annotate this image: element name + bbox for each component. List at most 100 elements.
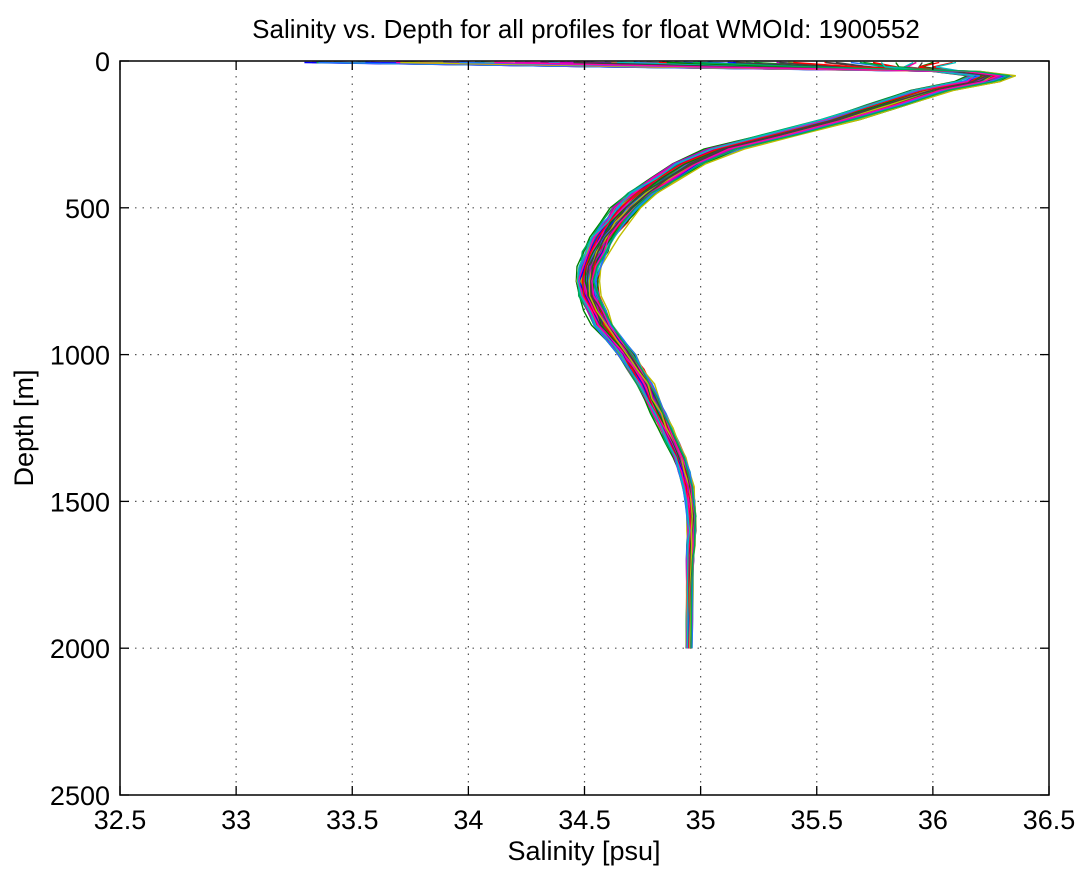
profile-line <box>404 61 997 649</box>
y-tick-label: 0 <box>95 47 110 77</box>
profile-line <box>587 61 1006 649</box>
profile-line <box>548 61 982 649</box>
x-tick-label: 35.5 <box>790 805 843 835</box>
profile-line <box>326 61 988 649</box>
profile-line <box>585 61 993 649</box>
chart-title: Salinity vs. Depth for all profiles for … <box>252 14 920 44</box>
profile-line <box>592 61 997 649</box>
profile-line <box>580 61 988 649</box>
profile-line <box>590 61 998 649</box>
x-axis-title: Salinity [psu] <box>507 836 660 866</box>
profile-line <box>304 61 991 649</box>
profile-line <box>318 61 981 649</box>
profile-line <box>588 61 998 649</box>
profile-line <box>593 61 1010 649</box>
profile-line <box>588 61 1003 649</box>
profile-line <box>589 61 999 649</box>
profile-line <box>587 61 990 649</box>
y-tick-label: 2000 <box>50 634 110 664</box>
profile-line <box>595 61 1004 649</box>
y-tick-label: 500 <box>65 194 110 224</box>
profile-line <box>371 61 979 649</box>
profile-line <box>585 61 997 649</box>
profile-line <box>584 62 996 649</box>
profile-line <box>589 61 996 649</box>
profile-line <box>586 61 995 649</box>
x-tick-label: 36 <box>918 805 948 835</box>
profile-line <box>588 61 989 649</box>
profile-line <box>329 61 989 649</box>
profile-line <box>584 61 996 649</box>
profile-line <box>540 61 998 649</box>
profile-line <box>584 62 984 649</box>
y-tick-label: 2500 <box>50 781 110 811</box>
profile-line <box>350 61 1015 649</box>
profile-line <box>494 61 1001 649</box>
profile-line <box>583 61 988 649</box>
profile-line <box>593 61 1006 649</box>
profile-line <box>361 61 1000 649</box>
profile-line <box>549 61 991 649</box>
x-tick-label: 34.5 <box>558 805 611 835</box>
profile-line <box>312 61 990 649</box>
y-tick-label: 1500 <box>50 487 110 517</box>
profile-line <box>576 62 975 649</box>
profile-line <box>591 61 993 649</box>
profile-line <box>582 61 979 649</box>
profile-line <box>515 61 1004 649</box>
x-tick-label: 32.5 <box>94 805 147 835</box>
profile-line <box>400 61 993 649</box>
profile-line <box>582 61 983 649</box>
profile-line <box>333 61 1003 649</box>
profile-line <box>578 61 983 649</box>
profile-line <box>356 61 980 649</box>
profile-line <box>585 61 983 649</box>
x-tick-label: 33.5 <box>326 805 379 835</box>
profile-line <box>591 61 1005 649</box>
profile-line <box>583 61 981 649</box>
profile-line <box>578 61 974 649</box>
profile-line <box>577 61 972 649</box>
profile-line <box>365 61 980 649</box>
profile-line <box>315 61 981 649</box>
profile-line <box>580 61 993 649</box>
profile-line <box>576 61 1015 649</box>
profile-line <box>586 61 987 649</box>
profile-line <box>582 61 982 649</box>
profile-line <box>591 61 998 649</box>
profile-line <box>583 61 987 649</box>
profile-line <box>576 61 985 649</box>
x-tick-label: 35 <box>686 805 716 835</box>
profiles <box>304 61 1017 649</box>
profile-line <box>578 61 978 649</box>
profile-line <box>590 61 1008 649</box>
profile-line <box>357 61 985 649</box>
x-tick-labels: 32.5 33 33.5 34 34.5 35 35.5 36 36.5 <box>94 805 1076 835</box>
profile-line <box>576 61 983 649</box>
profile-line <box>396 61 976 649</box>
profile-line <box>541 61 990 649</box>
tick-marks <box>119 60 1050 796</box>
profile-line <box>587 61 988 649</box>
profile-line <box>339 61 993 649</box>
profile-line <box>591 61 993 649</box>
profile-line <box>590 61 998 649</box>
profile-line <box>548 61 1004 649</box>
profile-line <box>581 61 983 649</box>
y-tick-label: 1000 <box>50 341 110 371</box>
y-axis-title: Depth [m] <box>9 369 39 486</box>
profile-line <box>586 61 991 649</box>
profile-line <box>592 61 1010 649</box>
profile-line <box>587 61 988 649</box>
profile-line <box>592 61 1009 649</box>
profile-line <box>316 61 990 649</box>
profile-line <box>591 61 1005 649</box>
x-tick-label: 36.5 <box>1023 805 1076 835</box>
profile-line <box>593 61 1011 649</box>
y-tick-labels: 0 500 1000 1500 2000 2500 <box>50 47 110 811</box>
profile-line <box>595 61 1011 649</box>
profile-line <box>484 61 1017 649</box>
profile-line <box>525 61 996 649</box>
profile-line <box>592 61 1006 649</box>
